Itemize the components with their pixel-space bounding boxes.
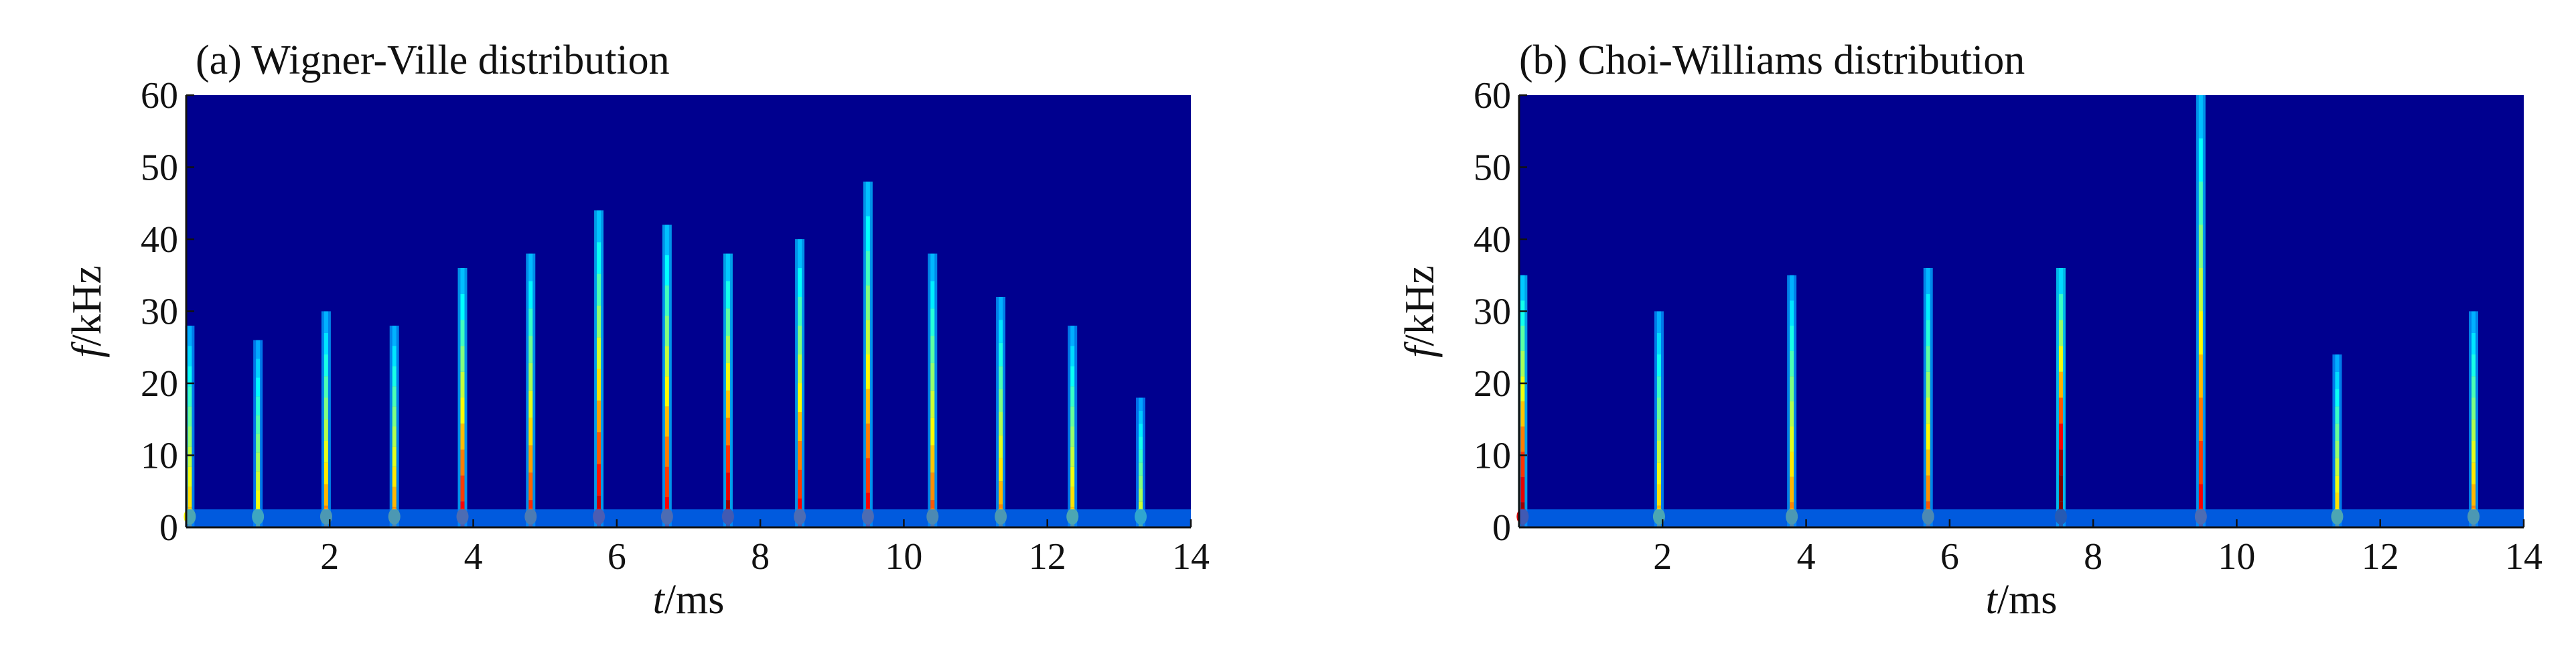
plot-area xyxy=(186,95,1191,527)
y-tick-label: 60 xyxy=(141,75,178,117)
x-tick-labels: 2 4 6 8 10 12 14 xyxy=(1653,519,2543,578)
panel-choi-williams: (b) Choi-Williams distribution 2 4 6 8 10 12 1… xyxy=(1397,38,2543,623)
x-tick-label: 6 xyxy=(1940,536,1959,578)
y-tick-label: 10 xyxy=(1474,436,1511,477)
y-tick-label: 40 xyxy=(141,219,178,261)
chart-title: (a) Wigner-Ville distribution xyxy=(196,38,670,83)
y-axis-label: f/kHz xyxy=(1397,265,1443,358)
ridge xyxy=(1066,326,1079,527)
ridge xyxy=(1922,268,1934,527)
x-tick-label: 4 xyxy=(464,536,483,578)
ridge xyxy=(593,210,605,527)
x-tick-label: 4 xyxy=(1797,536,1816,578)
ridge xyxy=(794,239,806,527)
x-axis-label: t/ms xyxy=(1986,577,2058,623)
y-tick-label: 10 xyxy=(141,436,178,477)
ridge-layer xyxy=(1516,95,2524,527)
y-tick-label: 50 xyxy=(141,147,178,189)
y-tick-label: 20 xyxy=(1474,363,1511,405)
plot-area xyxy=(1519,95,2524,527)
x-tick-label: 2 xyxy=(1653,536,1672,578)
y-axis-label: f/kHz xyxy=(64,265,110,358)
y-tick-label: 20 xyxy=(141,363,178,405)
x-tick-label: 14 xyxy=(1172,536,1210,578)
x-axis-label: t/ms xyxy=(653,577,725,623)
low-frequency-band xyxy=(1519,509,2524,527)
ridge xyxy=(2331,354,2344,527)
ridge xyxy=(2194,95,2207,527)
ridge xyxy=(721,253,734,527)
x-tick-label: 8 xyxy=(2084,536,2102,578)
x-tick-label: 10 xyxy=(885,536,922,578)
ridge xyxy=(524,253,537,527)
y-tick-label: 40 xyxy=(1474,219,1511,261)
ridge xyxy=(2054,268,2067,527)
ridge xyxy=(388,326,401,527)
x-tick-label: 8 xyxy=(751,536,770,578)
x-tick-label: 12 xyxy=(2362,536,2399,578)
ridge xyxy=(2467,311,2480,527)
y-tick-label: 30 xyxy=(141,291,178,333)
ridge xyxy=(456,268,469,527)
x-tick-labels: 2 4 6 8 10 12 14 xyxy=(320,519,1210,578)
y-tick-labels: 0 10 20 30 40 50 60 xyxy=(141,75,194,549)
y-tick-label: 0 xyxy=(1492,507,1511,549)
ridge xyxy=(252,340,265,527)
ridge xyxy=(1516,275,1529,527)
y-tick-label: 50 xyxy=(1474,147,1511,189)
x-tick-label: 14 xyxy=(2505,536,2543,578)
ridge xyxy=(1652,311,1665,527)
ridge xyxy=(1786,275,1798,527)
y-tick-label: 60 xyxy=(1474,75,1511,117)
low-frequency-band xyxy=(186,509,1191,527)
x-tick-label: 6 xyxy=(607,536,626,578)
ridge xyxy=(319,311,332,527)
ridge xyxy=(995,297,1007,527)
ridge-layer xyxy=(184,182,1191,527)
x-tick-label: 10 xyxy=(2218,536,2255,578)
ridge xyxy=(1135,397,1147,527)
y-tick-label: 0 xyxy=(159,507,178,549)
y-tick-label: 30 xyxy=(1474,291,1511,333)
ridge xyxy=(861,182,874,527)
y-tick-labels: 0 10 20 30 40 50 60 xyxy=(1474,75,1527,549)
x-tick-label: 2 xyxy=(320,536,339,578)
panel-wigner-ville: (a) Wigner-Ville distribution 2 4 6 8 10 12 14… xyxy=(64,38,1210,623)
chart-title: (b) Choi-Williams distribution xyxy=(1519,38,2025,83)
ridge xyxy=(660,224,673,527)
x-tick-label: 12 xyxy=(1029,536,1066,578)
ridge xyxy=(926,253,939,527)
